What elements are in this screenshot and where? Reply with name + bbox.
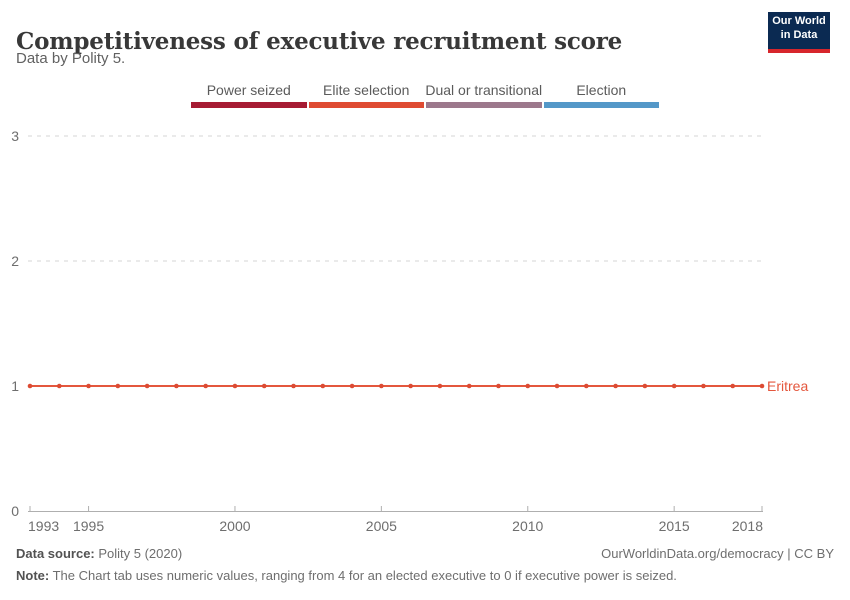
series-point[interactable] (671, 383, 677, 389)
series-point[interactable] (613, 383, 618, 389)
series-point[interactable] (115, 383, 121, 389)
series-point[interactable] (232, 383, 238, 389)
series-point[interactable] (174, 383, 179, 389)
legend-color-bar (308, 102, 424, 108)
data-source-value: Polity 5 (2020) (94, 546, 183, 561)
series-point[interactable] (86, 383, 91, 389)
series-point[interactable] (379, 383, 384, 389)
legend-label: Dual or transitional (425, 82, 543, 98)
series-point[interactable] (730, 383, 736, 389)
series-point[interactable] (525, 383, 531, 389)
series-point[interactable] (437, 383, 443, 389)
x-axis-tick-label: 1993 (28, 518, 59, 534)
note-line: Note: The Chart tab uses numeric values,… (16, 568, 834, 583)
y-axis-tick-label: 0 (11, 503, 19, 519)
series-point[interactable] (466, 383, 472, 389)
series-point[interactable] (144, 383, 150, 389)
note-value: The Chart tab uses numeric values, rangi… (49, 568, 677, 583)
data-source-label: Data source: (16, 546, 95, 561)
legend-label: Elite selection (323, 82, 410, 98)
y-axis-tick-label: 3 (11, 128, 19, 144)
series-point[interactable] (27, 383, 33, 389)
chart-footer: Data source: Polity 5 (2020) OurWorldinD… (16, 546, 834, 583)
series-point[interactable] (408, 383, 413, 389)
note-label: Note: (16, 568, 50, 583)
legend-label: Power seized (206, 82, 291, 98)
owid-credit-link[interactable]: OurWorldinData.org/democracy | CC BY (601, 546, 834, 561)
legend-item-dual-or-transitional[interactable]: Dual or transitional (425, 82, 543, 108)
series-point[interactable] (759, 383, 765, 389)
data-source-line: Data source: Polity 5 (2020) (16, 546, 182, 561)
legend-color-bar (426, 102, 542, 108)
category-color-legend: Power seized Elite selection Dual or tra… (190, 82, 660, 108)
owid-logo[interactable]: Our World in Data (768, 12, 830, 53)
x-axis-tick-label: 2000 (219, 518, 250, 534)
y-axis-tick-label: 2 (11, 253, 19, 269)
owid-logo-line2: in Data (780, 28, 818, 41)
page-title: Competitiveness of executive recruitment… (16, 28, 623, 56)
x-axis-tick-label: 2005 (366, 518, 397, 534)
series-point[interactable] (642, 383, 648, 389)
series-point[interactable] (56, 383, 62, 389)
chart-subtitle: Data by Polity 5. (16, 50, 126, 67)
x-axis-tick-label: 2018 (732, 518, 763, 534)
legend-color-bar (191, 102, 307, 108)
series-point[interactable] (584, 383, 589, 389)
series-point[interactable] (496, 383, 501, 389)
legend-item-elite-selection[interactable]: Elite selection (308, 82, 426, 108)
owid-logo-line1: Our World (772, 15, 826, 27)
legend-label: Election (576, 82, 627, 98)
series-point[interactable] (320, 383, 326, 389)
x-axis-tick-label: 1995 (73, 518, 104, 534)
series-point[interactable] (701, 383, 706, 389)
y-axis-tick-label: 1 (11, 378, 19, 394)
series-point[interactable] (349, 383, 355, 389)
legend-item-election[interactable]: Election (543, 82, 661, 108)
legend-color-bar (543, 102, 659, 108)
legend-item-power-seized[interactable]: Power seized (190, 82, 308, 108)
series-point[interactable] (203, 383, 208, 389)
x-axis-tick-label: 2015 (659, 518, 690, 534)
series-point[interactable] (554, 383, 560, 389)
series-point[interactable] (291, 383, 296, 389)
x-axis-tick-label: 2010 (512, 518, 543, 534)
series-label-eritrea[interactable]: Eritrea (767, 378, 808, 394)
series-point[interactable] (261, 383, 267, 389)
